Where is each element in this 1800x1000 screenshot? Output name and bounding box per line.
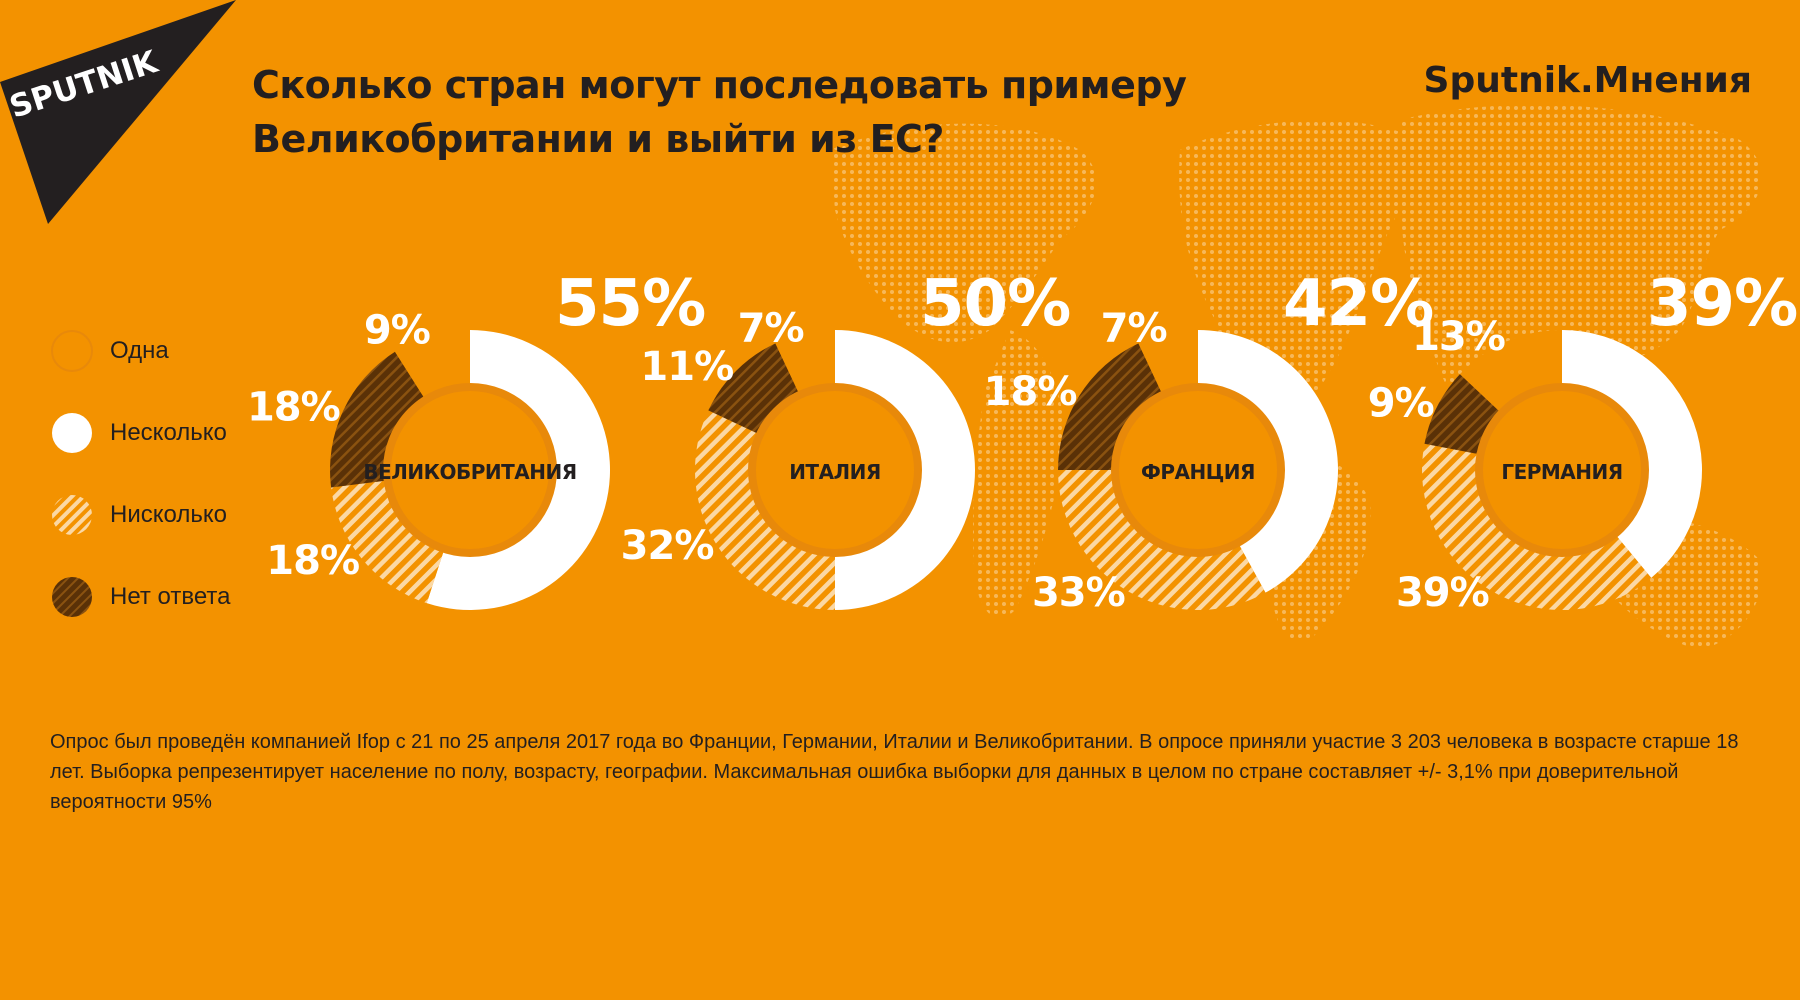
brand-label: Sputnik.Мнения	[1423, 60, 1752, 101]
data-label-one: 7%	[1101, 305, 1167, 351]
country-label: ГЕРМАНИЯ	[1501, 460, 1622, 484]
country-label: ФРАНЦИЯ	[1141, 460, 1255, 484]
data-label-several: 42%	[1283, 267, 1433, 341]
legend-label: Нисколько	[110, 501, 227, 528]
legend-swatch-dark	[52, 577, 92, 617]
data-label-no-answer: 11%	[640, 344, 733, 390]
donut-center	[748, 383, 922, 557]
footnote: Опрос был проведён компанией Ifop с 21 п…	[50, 731, 1739, 813]
data-label-several: 55%	[555, 267, 705, 341]
donut-segment-one	[1138, 330, 1198, 394]
legend-swatch-orange	[51, 330, 93, 372]
data-label-several: 39%	[1647, 267, 1797, 341]
legend-label: Одна	[110, 337, 169, 364]
country-label: ВЕЛИКОБРИТАНИЯ	[363, 460, 576, 484]
donut-segment-several	[1198, 330, 1338, 593]
legend: Одна Несколько Нисколько	[50, 310, 230, 638]
donut-segment-several	[426, 330, 610, 610]
data-label-none: 39%	[1396, 570, 1489, 616]
donut-charts: 55%18%18%9%ВЕЛИКОБРИТАНИЯ50%32%11%7%ИТАЛ…	[247, 267, 1798, 616]
legend-item-one: Одна	[50, 310, 230, 392]
donut-segment-none	[1058, 470, 1266, 611]
donut-segment-one	[775, 330, 835, 394]
data-label-none: 18%	[266, 538, 359, 584]
donut-segment-no-answer	[1058, 343, 1162, 470]
legend-item-none: Нисколько	[50, 474, 230, 556]
donut-segment-none	[1422, 443, 1652, 611]
sputnik-logo: SPUTNIK	[0, 0, 236, 224]
donut-segment-none	[331, 480, 444, 604]
donut-center	[1475, 383, 1649, 557]
legend-label: Несколько	[110, 419, 227, 446]
data-label-one: 13%	[1412, 314, 1505, 360]
donut-segment-one	[1459, 330, 1562, 412]
legend-label: Нет ответа	[110, 583, 231, 610]
donut-segment-no-answer	[330, 351, 425, 488]
donut-center	[1111, 383, 1285, 557]
data-label-no-answer: 18%	[984, 369, 1077, 415]
donut-segment-no-answer	[1424, 374, 1501, 455]
legend-swatch-hatch	[52, 495, 92, 535]
data-label-no-answer: 9%	[1368, 381, 1434, 427]
donut-center	[383, 383, 557, 557]
data-label-none: 33%	[1032, 570, 1125, 616]
donut-segment-none	[695, 410, 835, 610]
country-label: ИТАЛИЯ	[789, 460, 881, 484]
donut-segment-no-answer	[708, 343, 799, 434]
page-title: Сколько стран могут последовать примеру …	[252, 63, 1187, 161]
legend-swatch-white	[52, 413, 92, 453]
donut-segment-several	[835, 330, 975, 610]
legend-item-several: Несколько	[50, 392, 230, 474]
data-label-no-answer: 18%	[247, 385, 340, 431]
data-label-one: 7%	[738, 305, 804, 351]
data-label-one: 9%	[364, 308, 430, 354]
data-label-none: 32%	[621, 523, 714, 569]
legend-item-no-answer: Нет ответа	[50, 556, 230, 638]
donut-segment-one	[394, 330, 470, 399]
data-label-several: 50%	[920, 267, 1070, 341]
